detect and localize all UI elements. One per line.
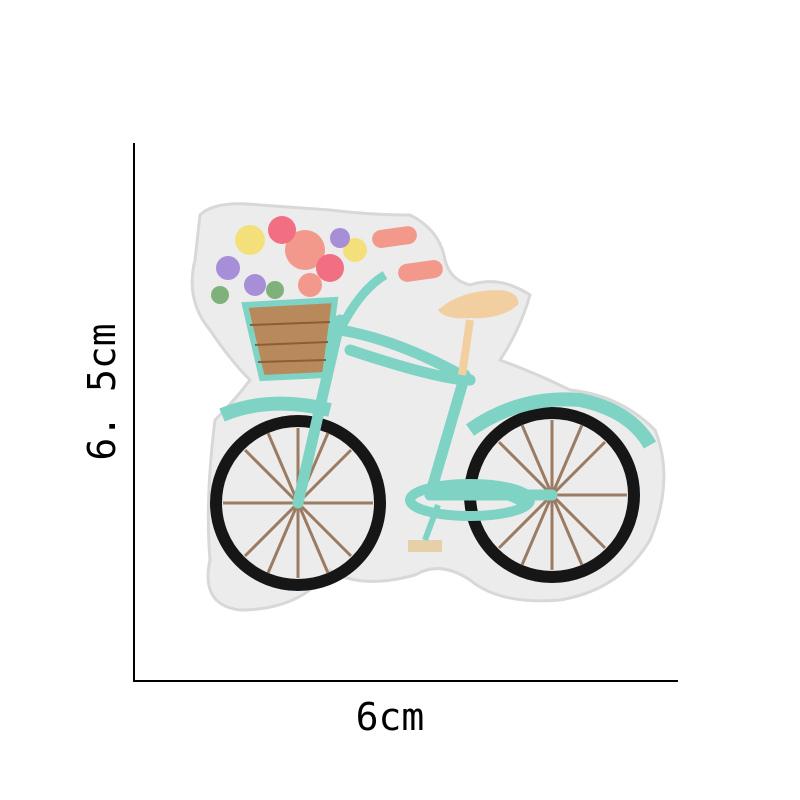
width-label: 6cm <box>355 695 425 739</box>
handlebar-grip-top <box>372 226 417 248</box>
handlebar <box>335 271 388 333</box>
flower-bouquet <box>211 216 367 304</box>
width-dimension-line <box>133 680 678 682</box>
rear-fender <box>465 392 657 449</box>
pedal <box>408 540 442 552</box>
chain-guard <box>405 479 535 521</box>
seat-post <box>458 319 474 376</box>
handlebar-grip-bottom <box>398 260 443 282</box>
front-tire <box>210 415 386 591</box>
height-dimension-line <box>133 143 135 682</box>
flower-basket <box>241 296 339 382</box>
basket-weave <box>249 321 331 363</box>
height-label: 6. 5cm <box>80 323 124 461</box>
bicycle-seat <box>438 290 519 319</box>
